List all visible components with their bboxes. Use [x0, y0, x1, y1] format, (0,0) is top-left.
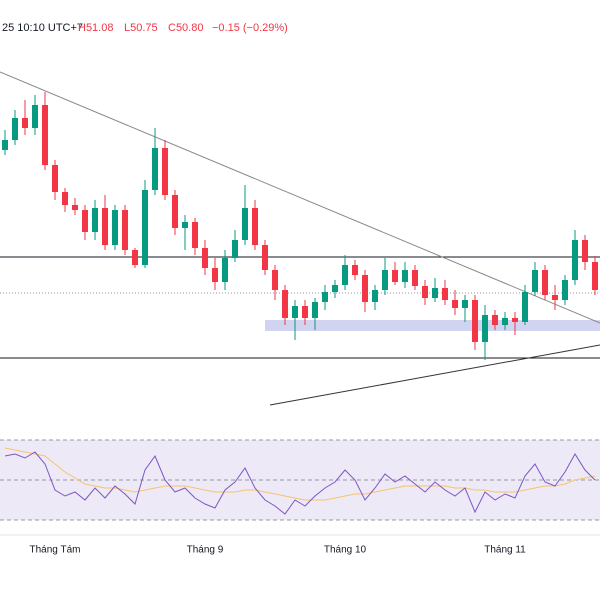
header-time: 25 10:10 UTC+7 — [2, 22, 83, 34]
x-tick-label: Tháng 9 — [187, 545, 224, 556]
candle-body — [82, 210, 88, 232]
candle-body — [322, 292, 328, 302]
header-low: L50.75 — [124, 22, 158, 34]
candle-body — [152, 148, 158, 190]
candle-body — [352, 265, 358, 275]
rsi-ma-line — [4, 447, 596, 501]
header-change: −0.15 (−0.29%) — [212, 22, 288, 34]
trendline — [0, 71, 600, 324]
rsi-band — [0, 440, 600, 520]
candle-body — [562, 280, 568, 300]
candle-body — [52, 165, 58, 192]
candle-body — [162, 148, 168, 195]
candle-body — [232, 240, 238, 258]
x-tick-label: Tháng Tám — [30, 545, 81, 556]
candle-body — [242, 208, 248, 240]
header-high: H51.08 — [78, 22, 113, 34]
candle-body — [192, 222, 198, 248]
candle-body — [372, 290, 378, 302]
candle-body — [412, 270, 418, 286]
candle-body — [522, 292, 528, 322]
candle-body — [402, 270, 408, 282]
candle-body — [442, 288, 448, 300]
candle-body — [302, 306, 308, 318]
candle-body — [382, 270, 388, 290]
candle-body — [462, 300, 468, 308]
rsi-line — [4, 451, 596, 515]
candle-body — [362, 275, 368, 302]
candle-body — [582, 240, 588, 262]
candle-body — [312, 302, 318, 318]
candle-body — [42, 105, 48, 165]
candle-body — [12, 118, 18, 140]
candle-body — [22, 118, 28, 128]
support-zone — [265, 320, 600, 331]
candle-body — [512, 318, 518, 322]
candle-body — [122, 210, 128, 250]
candle-body — [102, 208, 108, 245]
trendline — [269, 344, 600, 406]
candle-body — [482, 315, 488, 342]
candle-body — [432, 288, 438, 298]
candle-body — [492, 315, 498, 325]
candle-body — [342, 265, 348, 285]
candle-body — [132, 250, 138, 265]
candle-body — [262, 245, 268, 270]
candle-body — [72, 205, 78, 210]
x-tick-label: Tháng 11 — [484, 545, 526, 556]
candle-body — [502, 318, 508, 325]
candle-body — [202, 248, 208, 268]
candle-body — [2, 140, 8, 150]
candle-body — [222, 258, 228, 282]
candle-body — [542, 270, 548, 295]
candle-body — [552, 295, 558, 300]
candle-body — [292, 306, 298, 318]
header-close: C50.80 — [168, 22, 203, 34]
candle-body — [452, 300, 458, 308]
candle-body — [332, 285, 338, 292]
candle-body — [532, 270, 538, 292]
candle-body — [62, 192, 68, 205]
candle-body — [592, 262, 598, 290]
candle-body — [32, 105, 38, 128]
candle-body — [422, 286, 428, 298]
candle-body — [282, 290, 288, 318]
candle-body — [172, 195, 178, 228]
candle-body — [182, 222, 188, 228]
candle-body — [572, 240, 578, 280]
candle-body — [142, 190, 148, 265]
candle-body — [272, 270, 278, 290]
candle-body — [252, 208, 258, 245]
candle-body — [472, 300, 478, 342]
candle-body — [212, 268, 218, 282]
candle-body — [392, 270, 398, 282]
candle-body — [112, 210, 118, 245]
candle-body — [92, 208, 98, 232]
x-tick-label: Tháng 10 — [324, 545, 367, 556]
